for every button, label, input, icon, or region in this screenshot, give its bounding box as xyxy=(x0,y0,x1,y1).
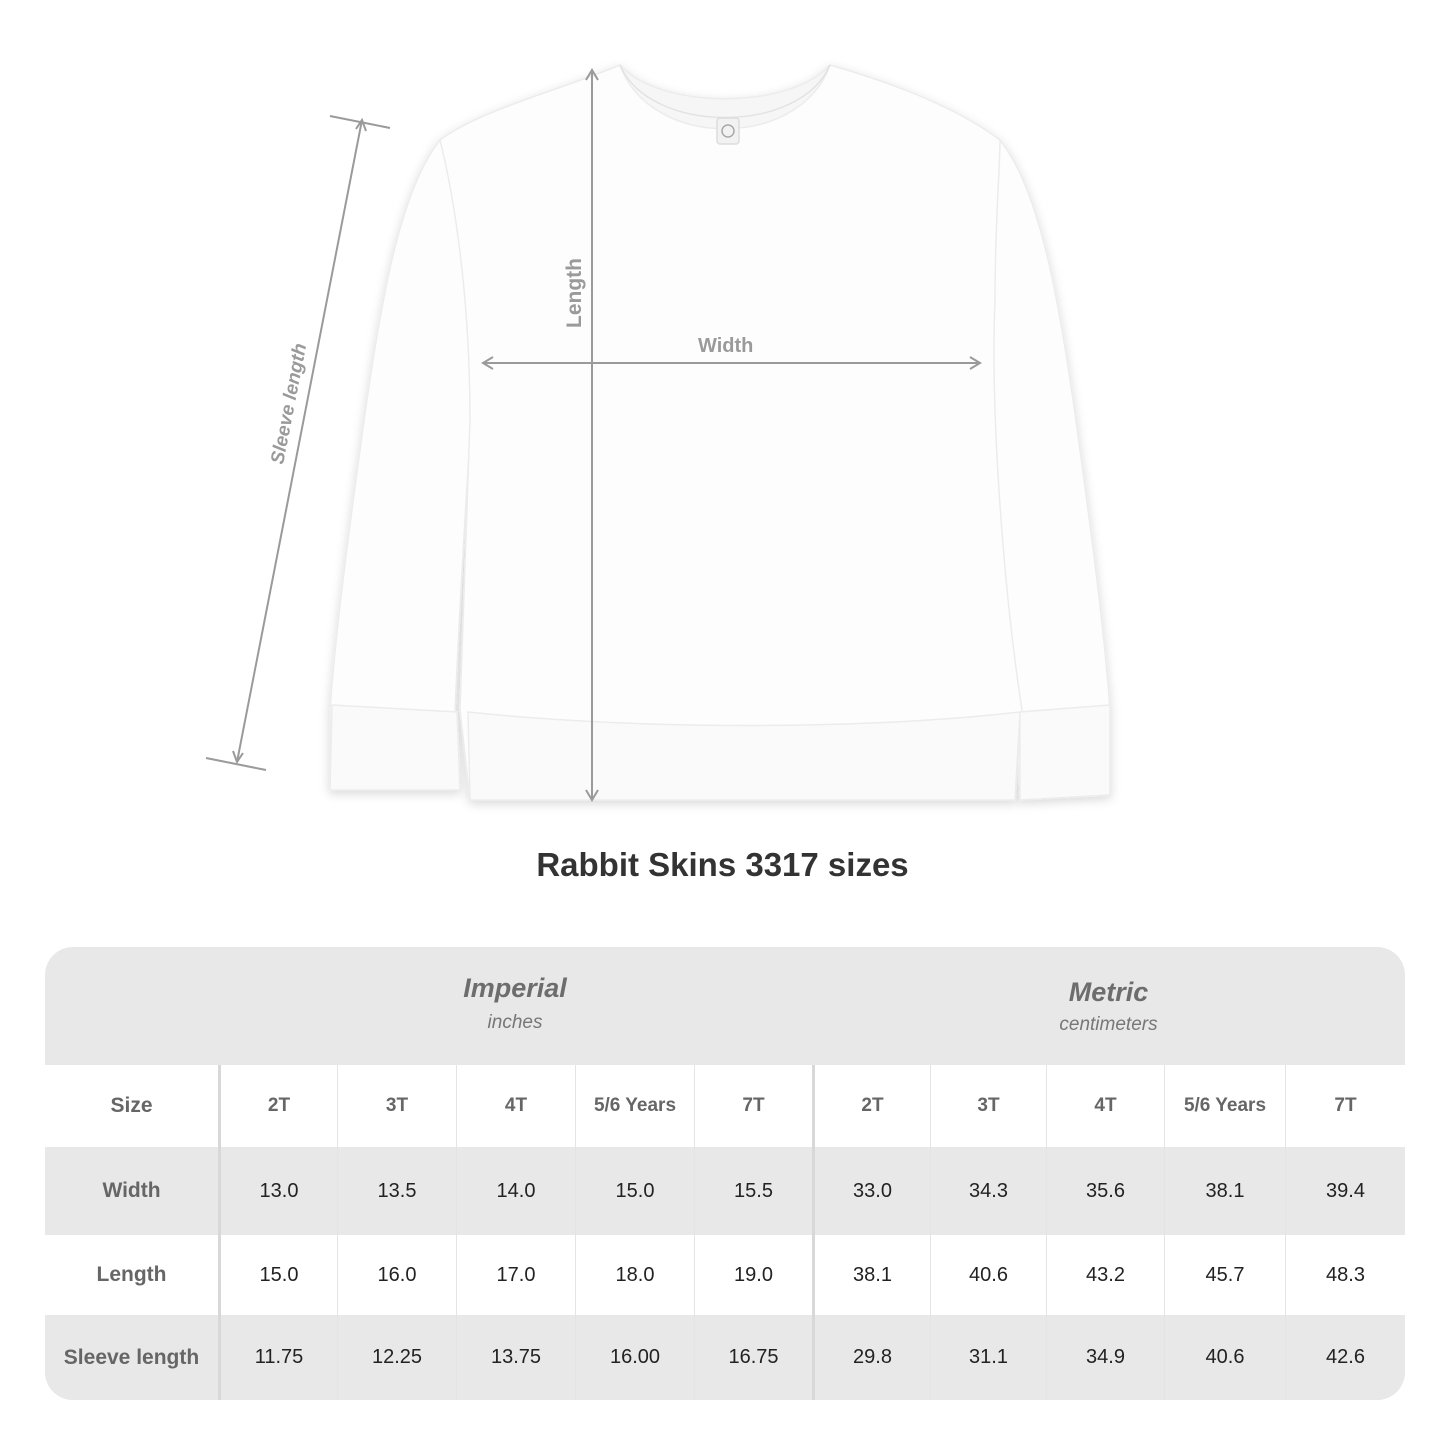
metric-value: 29.8 xyxy=(812,1315,930,1400)
row-label: Width xyxy=(102,1179,161,1202)
imperial-value: 13.75 xyxy=(456,1315,575,1400)
size-column-header: 4T xyxy=(1046,1065,1164,1147)
metric-value: 48.3 xyxy=(1285,1235,1405,1315)
imperial-value: 16.0 xyxy=(337,1235,456,1315)
size-column-header: 4T xyxy=(456,1065,575,1147)
row-label: Length xyxy=(96,1263,167,1286)
size-column-header: 2T xyxy=(218,1065,337,1147)
page-title: Rabbit Skins 3317 sizes xyxy=(536,846,909,883)
imperial-value: 13.5 xyxy=(337,1147,456,1235)
metric-header: Metric centimeters xyxy=(812,947,1405,1065)
metric-value: 45.7 xyxy=(1164,1235,1285,1315)
imperial-value: 14.0 xyxy=(456,1147,575,1235)
size-column-header: 5/6 Years xyxy=(1164,1065,1285,1147)
imperial-value: 15.0 xyxy=(575,1147,694,1235)
sweatshirt-image xyxy=(329,64,1111,801)
width-label: Width xyxy=(698,335,753,357)
brand-logo-icon xyxy=(721,124,735,138)
imperial-value: 15.5 xyxy=(694,1147,812,1235)
metric-title: Metric xyxy=(1068,977,1149,1007)
metric-value: 34.9 xyxy=(1046,1315,1164,1400)
size-column-header: 3T xyxy=(337,1065,456,1147)
metric-value: 38.1 xyxy=(1164,1147,1285,1235)
sleeve-length-label: Sleeve length xyxy=(267,342,311,466)
imperial-header: Imperial inches xyxy=(218,947,812,1065)
row-label: Size xyxy=(110,1094,153,1117)
size-column-header: 7T xyxy=(694,1065,812,1147)
imperial-value: 12.25 xyxy=(337,1315,456,1400)
metric-unit: centimeters xyxy=(1059,1014,1158,1035)
metric-value: 40.6 xyxy=(1164,1315,1285,1400)
size-column-header: 3T xyxy=(930,1065,1046,1147)
imperial-value: 15.0 xyxy=(218,1235,337,1315)
imperial-value: 16.00 xyxy=(575,1315,694,1400)
sweatshirt-diagram: Length Width Sleeve length xyxy=(205,64,1111,802)
row-label: Sleeve length xyxy=(63,1345,200,1369)
size-column-header: 2T xyxy=(812,1065,930,1147)
table-row: Length 15.0 16.0 17.0 18.0 19.0 38.1 40.6 43.2 45… xyxy=(45,1235,1405,1315)
measurement-arrows xyxy=(205,68,982,802)
imperial-title: Imperial xyxy=(463,973,567,1003)
size-column-header: 7T xyxy=(1285,1065,1405,1147)
metric-value: 43.2 xyxy=(1046,1235,1164,1315)
imperial-unit: inches xyxy=(487,1012,543,1033)
imperial-value: 11.75 xyxy=(218,1315,337,1400)
table-row: Width 13.0 13.5 14.0 15.0 15.5 33.0 34.3 35.6 38.… xyxy=(45,1147,1405,1235)
metric-value: 40.6 xyxy=(930,1235,1046,1315)
sleeve-length-arrow xyxy=(236,119,363,763)
table-row: Sleeve length 11.75 12.25 13.75 16.00 16.75 29… xyxy=(45,1315,1405,1400)
imperial-value: 16.75 xyxy=(694,1315,812,1400)
size-column-header: 5/6 Years xyxy=(575,1065,694,1147)
metric-value: 39.4 xyxy=(1285,1147,1405,1235)
metric-value: 33.0 xyxy=(812,1147,930,1235)
metric-value: 35.6 xyxy=(1046,1147,1164,1235)
metric-value: 38.1 xyxy=(812,1235,930,1315)
imperial-value: 13.0 xyxy=(218,1147,337,1235)
imperial-value: 19.0 xyxy=(694,1235,812,1315)
imperial-value: 17.0 xyxy=(456,1235,575,1315)
metric-value: 34.3 xyxy=(930,1147,1046,1235)
size-table: Imperial inches Metric centimeters Size 2… xyxy=(45,947,1405,1400)
length-label: Length xyxy=(563,258,586,328)
imperial-value: 18.0 xyxy=(575,1235,694,1315)
metric-value: 42.6 xyxy=(1285,1315,1405,1400)
metric-value: 31.1 xyxy=(930,1315,1046,1400)
size-header-row: Size 2T 3T 4T 5/6 Years 7T 2T 3T 4T 5/6 Years 7T xyxy=(45,1065,1405,1147)
